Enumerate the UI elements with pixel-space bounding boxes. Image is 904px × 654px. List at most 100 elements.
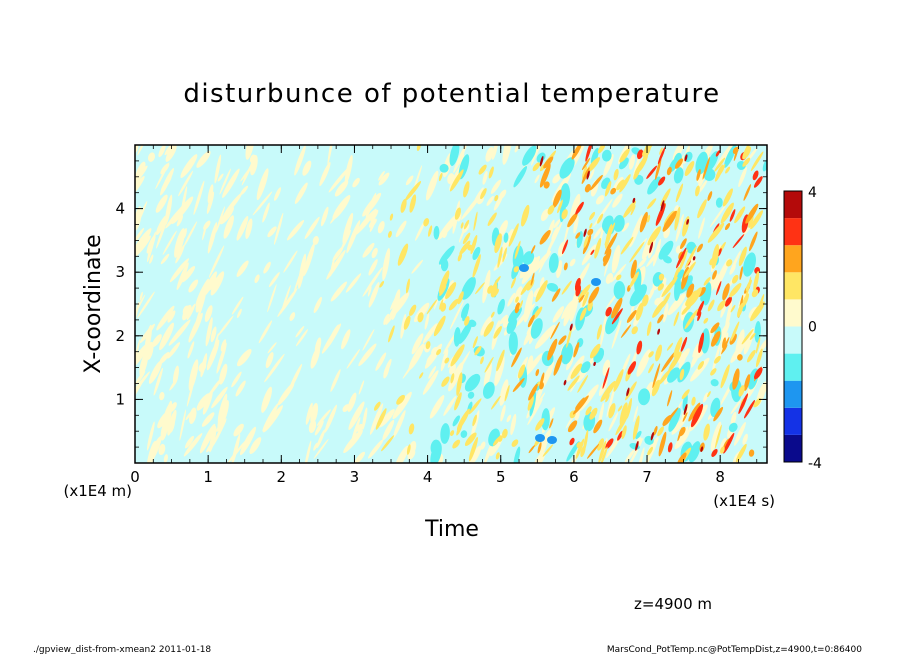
contour-patch: [638, 257, 647, 268]
contour-patch: [560, 342, 574, 365]
contour-patch: [176, 215, 184, 227]
contour-patch: [578, 294, 585, 303]
y-tick-label: 2: [115, 327, 125, 345]
contour-patch: [557, 199, 563, 214]
contour-patch: [563, 379, 567, 386]
contour-patch: [490, 311, 495, 318]
contour-patch: [231, 296, 244, 315]
contour-patch: [433, 315, 446, 337]
contour-patch: [497, 298, 505, 315]
contour-patch: [438, 172, 443, 182]
contour-patch: [460, 222, 464, 229]
contour-patch: [569, 288, 580, 322]
contour-patch: [619, 148, 630, 163]
contour-patch: [441, 376, 450, 387]
contour-patch: [362, 242, 375, 258]
contour-patch: [595, 194, 605, 205]
contour-patch: [149, 254, 154, 264]
contour-patch: [662, 210, 678, 232]
contour-patch: [530, 392, 546, 415]
contour-patch: [561, 280, 572, 295]
contour-patch: [498, 189, 507, 200]
contour-patch: [316, 429, 326, 449]
contour-patch: [482, 269, 491, 304]
contour-patch: [468, 398, 482, 415]
contour-patch: [513, 446, 521, 463]
contour-patch: [667, 293, 686, 316]
contour-patch: [159, 391, 165, 401]
contour-patch: [382, 248, 391, 281]
contour-patch: [535, 280, 548, 303]
contour-patch: [576, 441, 583, 449]
contour-patch: [264, 353, 285, 383]
contour-patch: [619, 157, 629, 170]
contour-patch: [223, 215, 234, 239]
contour-patch: [443, 332, 457, 355]
contour-patch: [449, 145, 460, 166]
contour-patch: [160, 176, 172, 191]
contour-patch: [714, 157, 726, 172]
y-tick-label: 3: [115, 263, 125, 281]
contour-patch: [211, 386, 228, 409]
contour-patch: [304, 216, 320, 240]
contour-patch: [219, 206, 234, 225]
contour-patch: [400, 198, 407, 213]
x-tick-label: 2: [277, 468, 287, 486]
contour-patch: [183, 221, 198, 248]
contour-patch: [729, 209, 736, 222]
contour-patch: [233, 423, 244, 437]
contour-patch: [445, 282, 457, 299]
contour-patch: [629, 271, 640, 288]
contour-patch: [422, 323, 438, 344]
contour-patch: [625, 381, 637, 401]
contour-patch: [690, 357, 710, 382]
contour-patch: [437, 212, 461, 240]
contour-patch: [572, 395, 589, 415]
contour-patch: [667, 390, 673, 407]
contour-patch: [342, 212, 354, 244]
contour-patch: [547, 205, 555, 215]
contour-patch: [201, 412, 215, 427]
contour-patch: [639, 211, 648, 233]
contour-patch: [475, 282, 485, 295]
contour-patch: [585, 145, 593, 162]
contour-patch: [231, 371, 242, 388]
contour-patch: [500, 404, 506, 422]
contour-patch: [196, 150, 211, 168]
contour-patch: [362, 407, 368, 430]
contour-patch: [261, 386, 273, 413]
contour-patch: [216, 419, 226, 432]
contour-patch: [738, 246, 747, 267]
contour-patch: [706, 151, 719, 172]
contour-patch: [469, 445, 482, 463]
contour-patch: [515, 296, 519, 303]
contour-patch: [217, 393, 228, 424]
contour-patch: [562, 239, 569, 255]
contour-patch: [511, 439, 519, 447]
contour-patch: [634, 158, 645, 174]
contour-patch: [383, 313, 390, 325]
contour-patch: [575, 284, 582, 297]
contour-patch: [686, 283, 695, 298]
contour-patch: [753, 367, 763, 380]
contour-patch: [403, 315, 411, 330]
contour-patch: [497, 246, 503, 268]
colorbar-tick-label: 4: [808, 185, 817, 201]
contour-patch: [629, 284, 647, 307]
contour-patch: [490, 179, 502, 194]
contour-patch: [472, 254, 481, 278]
colorbar-swatch: [784, 407, 802, 435]
contour-patch: [236, 349, 252, 367]
contour-patch: [657, 328, 661, 335]
contour-patch: [578, 356, 583, 366]
contour-patch: [646, 165, 658, 179]
contour-patch: [552, 189, 562, 208]
contour-patch: [587, 228, 594, 236]
contour-patch: [566, 325, 573, 348]
contour-patch: [305, 402, 313, 425]
contour-patch: [547, 338, 558, 361]
contour-patch: [623, 200, 637, 218]
contour-patch: [209, 426, 217, 453]
contour-patch: [375, 352, 387, 371]
contour-patch: [341, 329, 351, 350]
